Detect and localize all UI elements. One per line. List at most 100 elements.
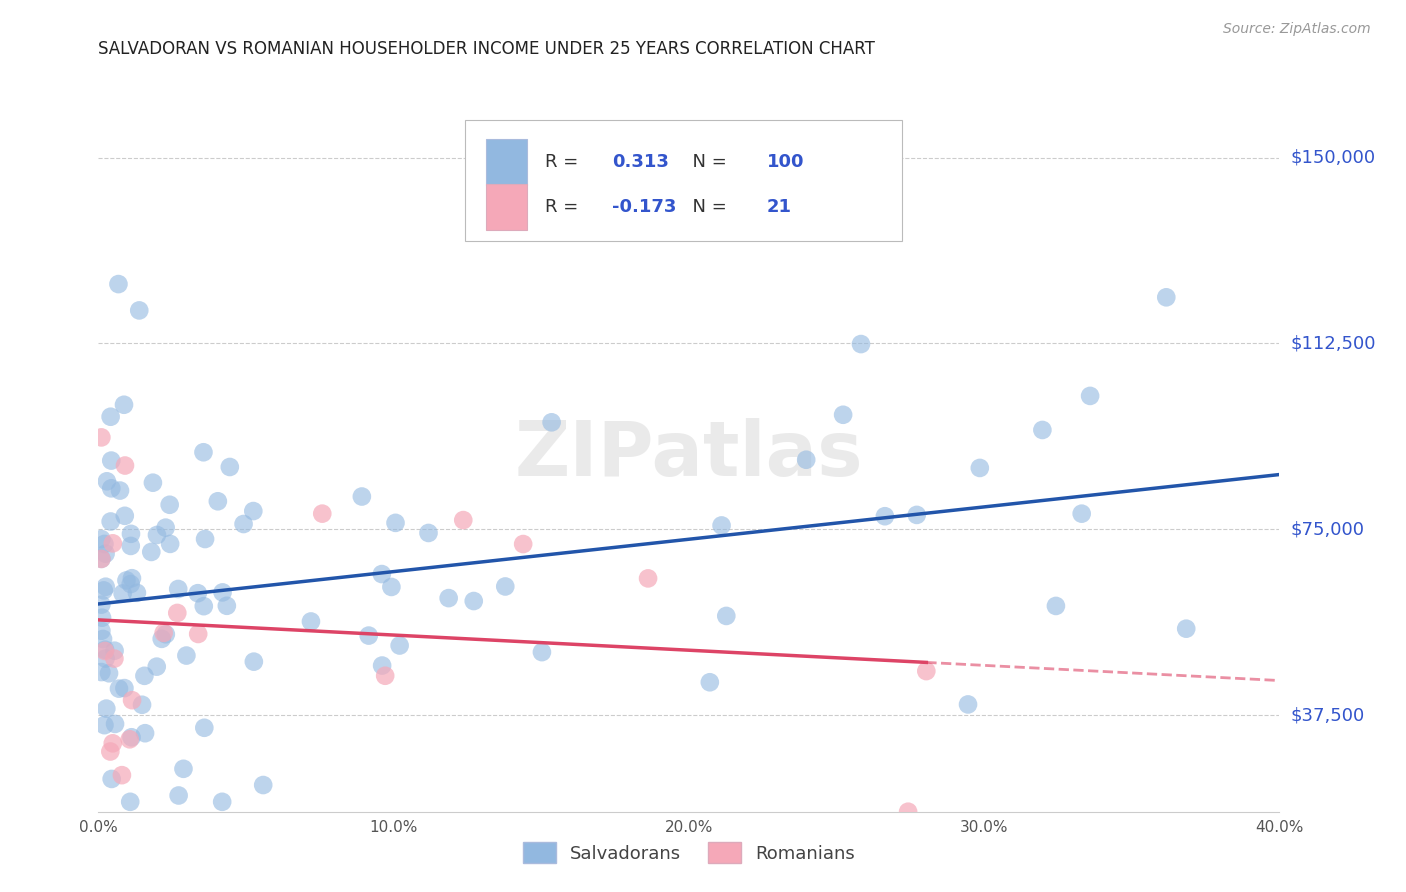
Point: [104, 717, 127, 731]
Point: [96, 701, 118, 715]
Point: [90, 532, 112, 546]
Point: [103, 643, 125, 657]
Point: [90, 430, 112, 444]
Text: $150,000: $150,000: [1291, 149, 1375, 167]
Point: [100, 409, 122, 424]
FancyBboxPatch shape: [464, 120, 901, 241]
Point: [120, 577, 142, 591]
Point: [93, 583, 115, 598]
Text: Source: ZipAtlas.com: Source: ZipAtlas.com: [1223, 22, 1371, 37]
Point: [114, 508, 136, 523]
Point: [134, 669, 156, 683]
Point: [451, 513, 474, 527]
Point: [172, 762, 194, 776]
Point: [98, 744, 121, 758]
Legend: Salvadorans, Romanians: Salvadorans, Romanians: [516, 835, 862, 871]
Point: [1175, 622, 1198, 636]
Point: [112, 681, 135, 695]
Point: [637, 571, 659, 585]
Point: [371, 567, 394, 582]
Text: 21: 21: [766, 198, 792, 216]
Point: [115, 574, 138, 588]
Point: [103, 651, 125, 665]
Point: [150, 632, 173, 646]
Point: [832, 408, 855, 422]
Point: [176, 648, 198, 663]
FancyBboxPatch shape: [486, 184, 527, 230]
Point: [121, 693, 143, 707]
Point: [232, 516, 254, 531]
Point: [108, 681, 131, 696]
Point: [125, 586, 148, 600]
Point: [91, 632, 114, 646]
Point: [107, 277, 129, 291]
Point: [193, 445, 215, 459]
Point: [167, 789, 190, 803]
Point: [94, 580, 117, 594]
Point: [100, 453, 122, 467]
Text: ZIPatlas: ZIPatlas: [515, 418, 863, 491]
Point: [91, 611, 114, 625]
Point: [388, 639, 411, 653]
Point: [211, 795, 233, 809]
Text: R =: R =: [546, 198, 589, 216]
Text: 100: 100: [766, 153, 804, 171]
Point: [252, 778, 274, 792]
Text: -0.173: -0.173: [612, 198, 676, 216]
Point: [90, 665, 112, 679]
Point: [90, 552, 112, 566]
Point: [100, 772, 122, 786]
Point: [101, 536, 124, 550]
Point: [794, 452, 817, 467]
Point: [915, 664, 938, 678]
Point: [128, 303, 150, 318]
Text: N =: N =: [681, 153, 738, 171]
Point: [155, 521, 177, 535]
FancyBboxPatch shape: [486, 139, 527, 186]
Text: $112,500: $112,500: [1291, 334, 1376, 352]
Point: [897, 805, 920, 819]
Point: [120, 526, 142, 541]
Point: [243, 655, 266, 669]
Point: [93, 537, 115, 551]
Point: [111, 586, 134, 600]
Point: [146, 528, 169, 542]
Point: [155, 627, 177, 641]
Point: [90, 598, 112, 612]
Point: [710, 518, 733, 533]
Point: [145, 659, 167, 673]
Point: [142, 475, 165, 490]
Point: [141, 545, 163, 559]
Point: [98, 666, 121, 681]
Point: [242, 504, 264, 518]
Point: [873, 509, 896, 524]
Point: [530, 645, 553, 659]
Point: [159, 498, 181, 512]
Point: [463, 594, 485, 608]
Point: [207, 494, 229, 508]
Point: [350, 490, 373, 504]
Point: [849, 337, 872, 351]
Point: [159, 537, 181, 551]
Point: [101, 736, 124, 750]
Point: [194, 532, 217, 546]
Point: [118, 732, 141, 747]
Point: [100, 481, 122, 495]
Point: [956, 698, 979, 712]
Point: [187, 586, 209, 600]
Point: [100, 515, 122, 529]
Text: 0.313: 0.313: [612, 153, 669, 171]
Text: N =: N =: [681, 198, 738, 216]
Point: [96, 475, 118, 489]
Point: [90, 552, 112, 566]
Point: [90, 624, 112, 638]
Point: [121, 731, 143, 745]
Point: [94, 644, 117, 658]
Point: [357, 629, 380, 643]
Point: [94, 651, 117, 665]
Point: [384, 516, 406, 530]
Point: [215, 599, 238, 613]
Point: [299, 615, 322, 629]
Point: [187, 627, 209, 641]
Point: [699, 675, 721, 690]
